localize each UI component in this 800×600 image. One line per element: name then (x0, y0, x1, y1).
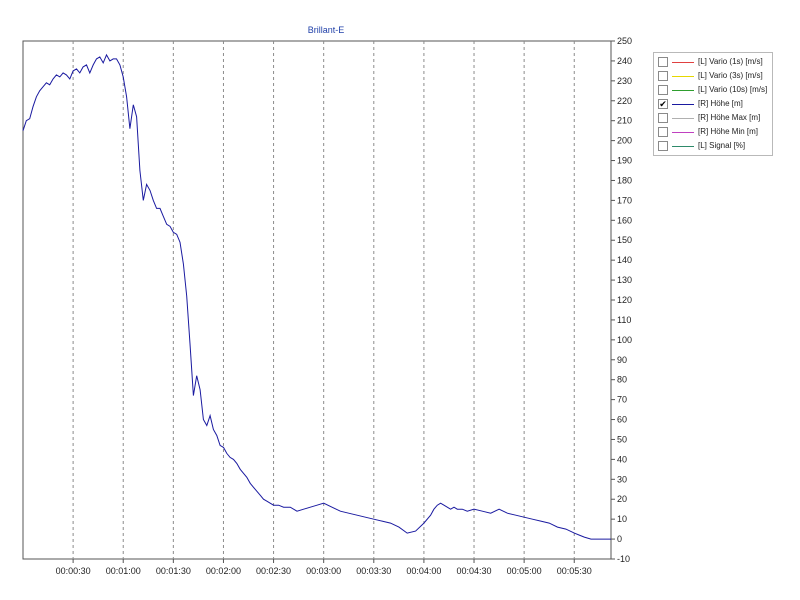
legend-swatch (672, 118, 694, 119)
y-tick-label: 100 (617, 335, 632, 345)
legend-label: [R] Höhe Min [m] (698, 127, 759, 136)
x-tick-label: 00:01:00 (106, 566, 141, 576)
legend-label: [L] Vario (10s) [m/s] (698, 85, 768, 94)
y-tick-label: 250 (617, 36, 632, 46)
plot-area (22, 40, 612, 560)
legend-swatch (672, 146, 694, 147)
x-tick-label: 00:00:30 (56, 566, 91, 576)
y-tick-label: 160 (617, 215, 632, 225)
legend-label: [L] Signal [%] (698, 141, 746, 150)
legend-swatch (672, 132, 694, 133)
legend-item-vario-10s[interactable]: [L] Vario (10s) [m/s] (658, 84, 770, 96)
y-tick-label: 130 (617, 275, 632, 285)
checkbox[interactable] (658, 127, 668, 137)
x-tick-label: 00:02:00 (206, 566, 241, 576)
x-tick-label: 00:04:00 (406, 566, 441, 576)
legend-item-hoehe-max[interactable]: [R] Höhe Max [m] (658, 112, 770, 124)
y-tick-label: 80 (617, 375, 627, 385)
legend-label: [R] Höhe Max [m] (698, 113, 761, 122)
legend-label: [R] Höhe [m] (698, 99, 743, 108)
y-tick-label: 220 (617, 96, 632, 106)
y-tick-label: 200 (617, 136, 632, 146)
y-tick-label: 0 (617, 534, 622, 544)
checkbox[interactable] (658, 141, 668, 151)
y-tick-label: 90 (617, 355, 627, 365)
checkbox[interactable] (658, 57, 668, 67)
legend-item-hoehe[interactable]: ✔ [R] Höhe [m] (658, 98, 770, 110)
y-tick-label: 10 (617, 514, 627, 524)
y-tick-label: 70 (617, 395, 627, 405)
x-tick-label: 00:01:30 (156, 566, 191, 576)
y-tick-label: 240 (617, 56, 632, 66)
x-tick-label: 00:03:00 (306, 566, 341, 576)
y-tick-label: 190 (617, 156, 632, 166)
legend-item-hoehe-min[interactable]: [R] Höhe Min [m] (658, 126, 770, 138)
y-tick-label: 20 (617, 494, 627, 504)
y-axis: -10 0 10 20 30 40 50 60 70 80 90 100 110 120 130 140 150… (611, 36, 632, 564)
y-tick-label: 110 (617, 315, 631, 325)
legend-item-vario-3s[interactable]: [L] Vario (3s) [m/s] (658, 70, 770, 82)
y-tick-label: 230 (617, 76, 632, 86)
legend-swatch (672, 62, 694, 63)
y-tick-label: 140 (617, 255, 632, 265)
x-tick-label: 00:03:30 (356, 566, 391, 576)
series-line-hoehe (22, 53, 611, 540)
x-axis: 00:00:30 00:01:00 00:01:30 00:02:00 00:02:30… (56, 559, 592, 576)
y-tick-label: 40 (617, 454, 627, 464)
checkbox[interactable] (658, 113, 668, 123)
legend-swatch (672, 76, 694, 77)
x-tick-label: 00:05:00 (507, 566, 542, 576)
legend-item-signal[interactable]: [L] Signal [%] (658, 140, 770, 152)
x-tick-label: 00:05:30 (557, 566, 592, 576)
legend: [L] Vario (1s) [m/s] [L] Vario (3s) [m/s… (653, 52, 773, 156)
y-tick-label: -10 (617, 554, 630, 564)
x-tick-label: 00:04:30 (456, 566, 491, 576)
x-tick-label: 00:02:30 (256, 566, 291, 576)
y-tick-label: 120 (617, 295, 632, 305)
y-tick-label: 210 (617, 116, 632, 126)
y-tick-label: 50 (617, 434, 627, 444)
y-tick-label: 150 (617, 235, 632, 245)
checkbox[interactable] (658, 85, 668, 95)
y-tick-label: 180 (617, 175, 632, 185)
checkbox-checked[interactable]: ✔ (658, 99, 668, 109)
legend-item-vario-1s[interactable]: [L] Vario (1s) [m/s] (658, 56, 770, 68)
legend-label: [L] Vario (1s) [m/s] (698, 57, 763, 66)
legend-swatch (672, 90, 694, 91)
y-tick-label: 170 (617, 195, 632, 205)
checkbox[interactable] (658, 71, 668, 81)
legend-swatch (672, 104, 694, 105)
y-tick-label: 30 (617, 474, 627, 484)
legend-label: [L] Vario (3s) [m/s] (698, 71, 763, 80)
chart-title: Brillant-E (308, 25, 345, 35)
y-tick-label: 60 (617, 415, 627, 425)
grid-lines (72, 41, 575, 559)
